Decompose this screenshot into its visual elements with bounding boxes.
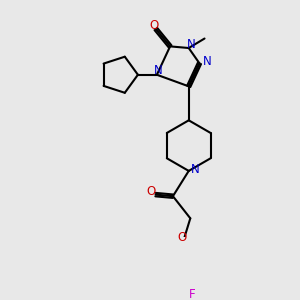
Text: N: N [191, 163, 200, 176]
Text: O: O [146, 185, 155, 198]
Text: N: N [154, 64, 163, 77]
Text: N: N [187, 38, 196, 51]
Text: O: O [178, 231, 187, 244]
Text: O: O [150, 19, 159, 32]
Text: N: N [203, 55, 212, 68]
Text: F: F [189, 289, 195, 300]
